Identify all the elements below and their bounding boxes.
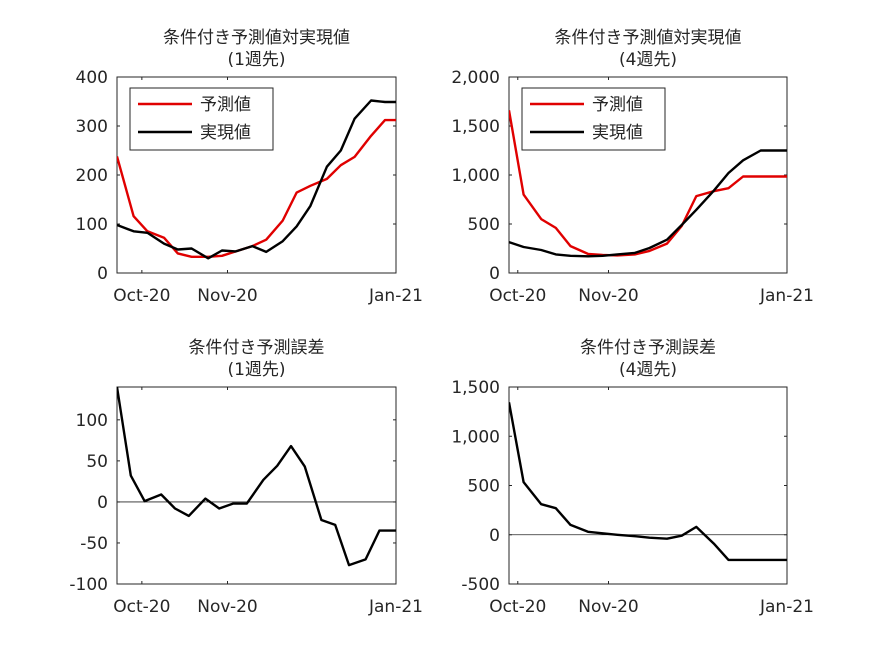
x-tick-label: Nov-20: [197, 286, 258, 306]
y-tick-label: 0: [97, 264, 108, 284]
chart-subtitle: (1週先): [227, 50, 285, 70]
y-tick-label: 500: [468, 215, 500, 235]
x-tick-label: Oct-20: [489, 286, 546, 306]
y-tick-label: 300: [76, 117, 108, 137]
y-tick-label: 50: [86, 452, 108, 472]
y-tick-label: -50: [80, 534, 108, 554]
chart-1: 0 100 200 300 400 Oct-20 Nov-20 Jan-21 条件付き予測値対実…: [76, 28, 423, 306]
series-line-予測値: [117, 118, 396, 258]
chart-subtitle: (4週先): [619, 360, 677, 380]
chart-3: -100 -50 0 50 100 Oct-20 Nov-20 Jan-21 条件付き予測誤差(…: [69, 338, 423, 617]
y-tick-label: 0: [97, 493, 108, 513]
series-line-series-1: [509, 402, 787, 562]
legend-label: 予測値: [200, 95, 251, 115]
x-tick-label: Nov-20: [197, 597, 258, 617]
chart-2: 0 500 1,000 1,500 2,000 Oct-20 Nov-20 Jan-21 条件付…: [451, 28, 814, 306]
legend-label: 実現値: [200, 123, 251, 143]
x-tick-label: Oct-20: [113, 597, 170, 617]
chart-title: 条件付き予測誤差: [189, 338, 325, 358]
legend-label: 予測値: [592, 95, 643, 115]
x-tick-label: Nov-20: [578, 286, 639, 306]
legend-label: 実現値: [592, 123, 643, 143]
y-tick-label: 200: [76, 166, 108, 186]
legend-box: [521, 87, 666, 151]
y-tick-label: 0: [489, 264, 500, 284]
chart-title: 条件付き予測値対実現値: [163, 28, 350, 48]
chart-title: 条件付き予測値対実現値: [555, 28, 742, 48]
y-tick-label: 100: [76, 411, 108, 431]
plot-area: [508, 386, 788, 585]
y-tick-label: 100: [76, 215, 108, 235]
x-tick-label: Jan-21: [759, 597, 814, 617]
y-tick-label: 400: [76, 68, 108, 88]
y-tick-label: 1,500: [451, 378, 500, 398]
x-tick-label: Jan-21: [368, 286, 423, 306]
chart-title: 条件付き予測誤差: [580, 338, 716, 358]
chart-subtitle: (1週先): [227, 360, 285, 380]
x-tick-label: Jan-21: [759, 286, 814, 306]
x-tick-label: Jan-21: [368, 597, 423, 617]
y-tick-label: 1,500: [451, 117, 500, 137]
y-tick-label: 500: [468, 477, 500, 497]
series-line-series-1: [117, 387, 396, 567]
y-tick-label: -500: [461, 575, 500, 595]
y-tick-label: 0: [489, 526, 500, 546]
x-tick-label: Oct-20: [489, 597, 546, 617]
y-tick-label: 1,000: [451, 427, 500, 447]
legend-box: [129, 87, 274, 151]
x-tick-label: Nov-20: [578, 597, 639, 617]
series-line-実現値: [509, 149, 787, 258]
x-tick-label: Oct-20: [113, 286, 170, 306]
y-tick-label: -100: [69, 575, 108, 595]
series-line-予測値: [509, 110, 787, 257]
y-tick-label: 1,000: [451, 166, 500, 186]
chart-subtitle: (4週先): [619, 50, 677, 70]
chart-4: -500 0 500 1,000 1,500 Oct-20 Nov-20 Jan-21 条件付き…: [451, 338, 814, 617]
plot-area: [116, 386, 397, 585]
y-tick-label: 2,000: [451, 68, 500, 88]
series-line-実現値: [117, 99, 396, 260]
